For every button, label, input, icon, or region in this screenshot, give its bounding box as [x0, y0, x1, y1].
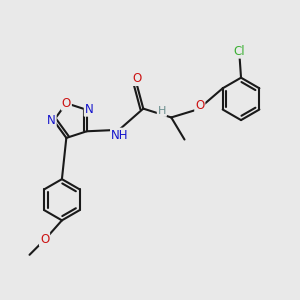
- Text: O: O: [62, 97, 71, 110]
- Text: N: N: [47, 114, 56, 127]
- Text: N: N: [85, 103, 94, 116]
- Text: H: H: [158, 106, 166, 116]
- Text: O: O: [195, 99, 204, 112]
- Text: O: O: [40, 233, 49, 246]
- Text: Cl: Cl: [234, 45, 245, 58]
- Text: O: O: [132, 72, 141, 85]
- Text: NH: NH: [111, 129, 128, 142]
